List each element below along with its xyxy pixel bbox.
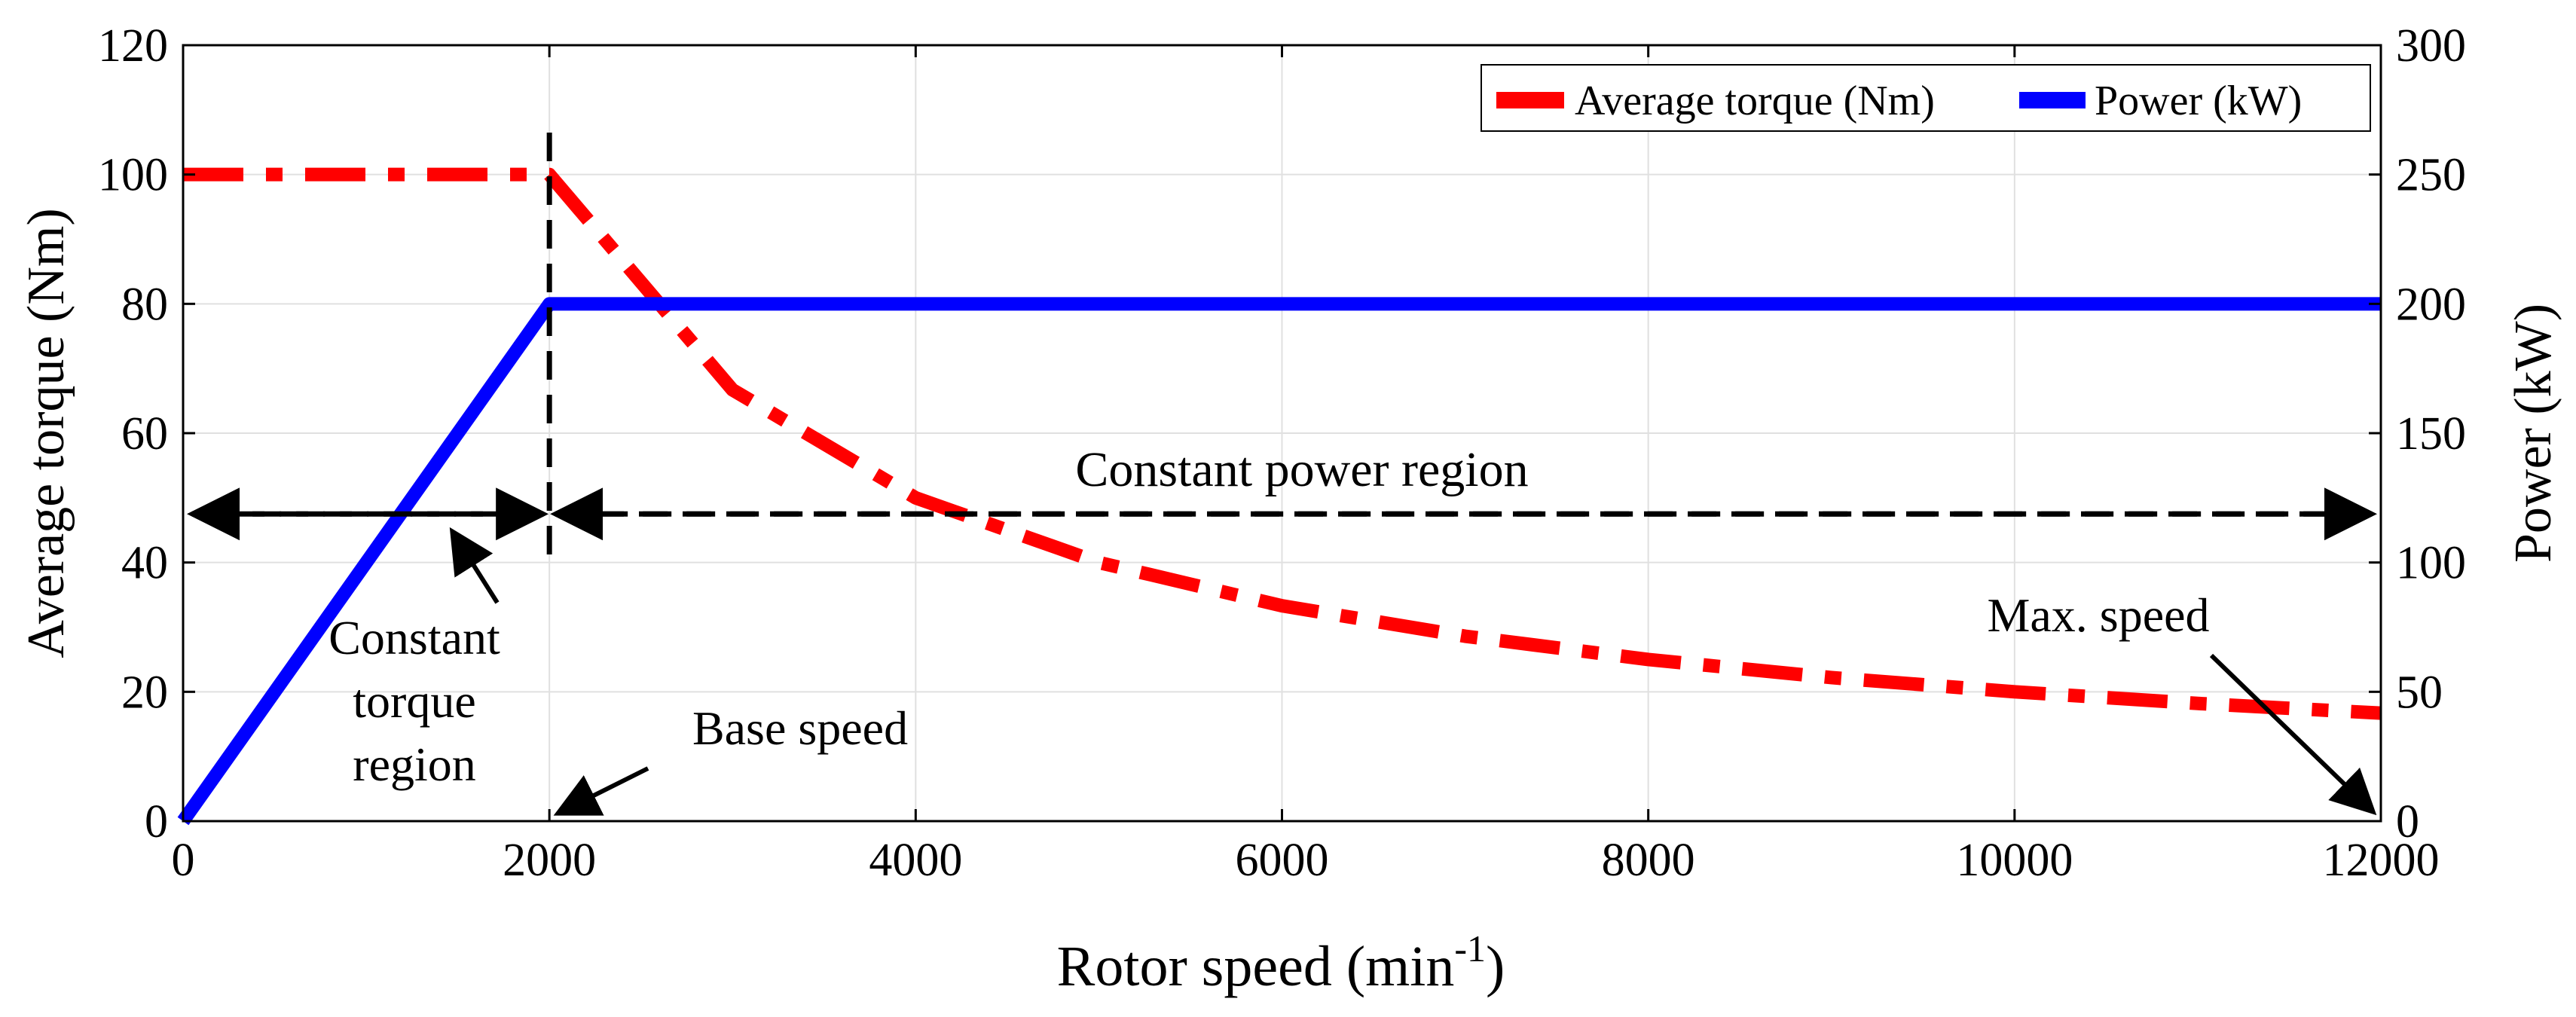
constant-torque-pointer-arrow [449, 527, 500, 604]
x-tick-label: 10000 [1956, 835, 2073, 886]
annotations [187, 133, 2377, 816]
y-right-tick-label: 300 [2396, 20, 2466, 72]
power-series-line [177, 297, 2381, 826]
max-speed-pointer-arrow [2209, 653, 2377, 816]
y-right-tick-label: 250 [2396, 150, 2466, 201]
series-layer [177, 167, 2382, 826]
torque-series-line [183, 167, 2382, 720]
y-axis-right-label: Power (kW) [2504, 304, 2562, 563]
constant-torque-label-line2: torque [353, 674, 476, 728]
legend-box [1481, 64, 2371, 132]
x-axis-label: Rotor speed (min-1) [1057, 927, 1505, 998]
x-tick-label: 0 [172, 835, 195, 886]
y-right-tick-label: 100 [2396, 538, 2466, 589]
y-left-tick-label: 100 [98, 150, 168, 201]
y-left-tick-label: 20 [121, 667, 168, 718]
legend-torque-label: Average torque (Nm) [1575, 78, 1935, 124]
legend: Average torque (Nm) Power (kW) [1481, 64, 2371, 132]
y-left-tick-label: 60 [121, 408, 168, 460]
constant-torque-label-line3: region [353, 738, 476, 791]
y-left-tick-label: 40 [121, 538, 168, 589]
max-speed-label: Max. speed [1987, 588, 2209, 642]
constant-power-label: Constant power region [1075, 442, 1528, 497]
constant-torque-label-line1: Constant [328, 611, 500, 664]
x-tick-label: 12000 [2323, 835, 2440, 886]
y-right-tick-label: 50 [2396, 667, 2443, 718]
tick-labels: 0 2000 4000 6000 8000 10000 120000204060801001… [98, 20, 2466, 886]
y-axis-left-label: Average torque (Nm) [17, 208, 75, 658]
x-tick-label: 4000 [869, 835, 962, 886]
y-right-tick-label: 200 [2396, 279, 2466, 330]
base-speed-pointer-arrow [553, 766, 649, 816]
x-tick-label: 2000 [503, 835, 596, 886]
y-right-tick-label: 150 [2396, 408, 2466, 460]
x-axis-label-superscript: -1 [1454, 927, 1486, 970]
axes [182, 44, 2382, 823]
x-tick-label: 8000 [1602, 835, 1695, 886]
base-speed-label: Base speed [692, 701, 908, 755]
y-left-tick-label: 80 [121, 279, 168, 330]
legend-power-label: Power (kW) [2095, 78, 2302, 124]
x-tick-label: 6000 [1236, 835, 1329, 886]
y-left-tick-label: 120 [98, 20, 168, 72]
y-right-tick-label: 0 [2396, 796, 2419, 848]
y-left-tick-label: 0 [145, 796, 168, 848]
